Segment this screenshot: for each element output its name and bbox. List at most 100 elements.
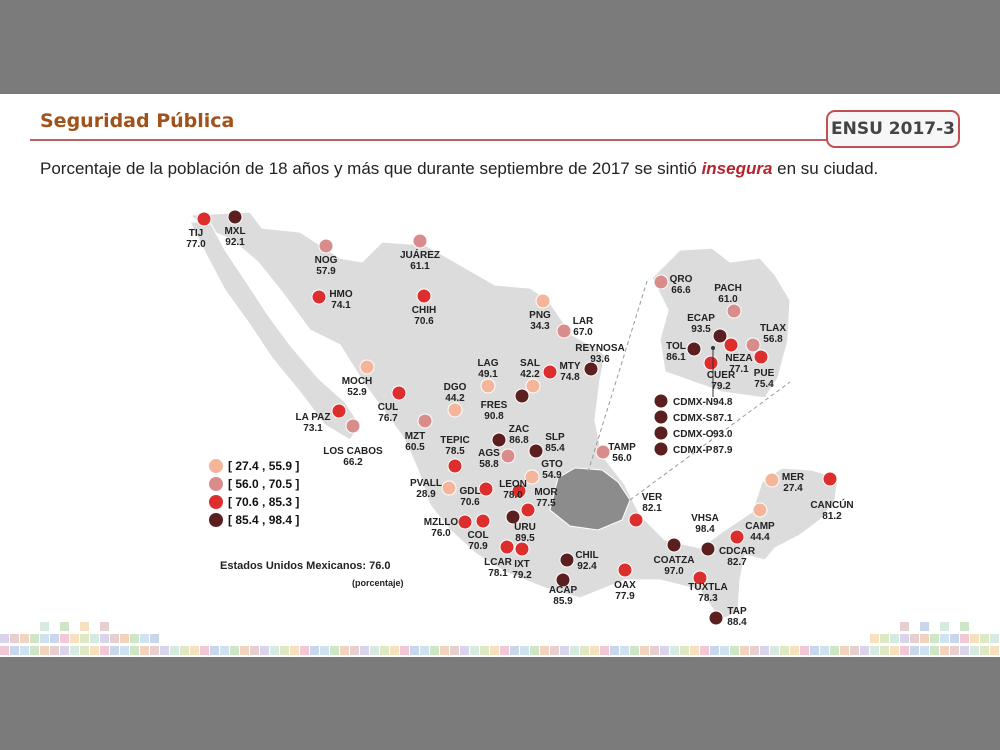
city-value: 79.2 — [512, 570, 532, 581]
footer-tile — [480, 646, 489, 655]
city-value: 81.2 — [822, 511, 842, 522]
city-marker — [475, 513, 491, 529]
city-code: PUE — [754, 368, 775, 379]
footer-tile — [990, 634, 999, 643]
footer-tile — [300, 646, 309, 655]
city-marker — [752, 502, 768, 518]
city-marker — [559, 552, 575, 568]
footer-tile — [380, 646, 389, 655]
cdmx-code: CDMX-S — [673, 413, 713, 424]
city-marker — [745, 337, 761, 353]
city-value: 27.4 — [783, 483, 803, 494]
city-code: GDL — [459, 486, 480, 497]
city-value: 44.2 — [445, 393, 465, 404]
city-code: OAX — [614, 580, 636, 591]
city-code: CHIH — [412, 305, 436, 316]
city-code: CUER — [707, 370, 736, 381]
city-marker — [499, 539, 515, 555]
city-value: 61.1 — [410, 261, 430, 272]
city-code: URU — [514, 522, 536, 533]
footer-tile — [60, 622, 69, 631]
city-code: LAR — [573, 316, 594, 327]
footer-tile — [140, 646, 149, 655]
city-code: SAL — [520, 358, 540, 369]
footer-tile — [190, 646, 199, 655]
city-value: 86.1 — [666, 352, 686, 363]
footer-tile — [720, 646, 729, 655]
footer-tile — [100, 634, 109, 643]
footer-tile — [60, 634, 69, 643]
footer-tile — [370, 646, 379, 655]
footer-tile — [170, 646, 179, 655]
footer-tile — [960, 622, 969, 631]
city-marker — [595, 444, 611, 460]
city-code: COL — [467, 530, 488, 541]
city-value: 70.6 — [414, 316, 434, 327]
city-marker — [441, 480, 457, 496]
legend-swatch — [209, 513, 223, 527]
footer-tile — [840, 646, 849, 655]
city-code: VER — [642, 492, 663, 503]
footer-tile — [330, 646, 339, 655]
city-value: 66.6 — [671, 285, 691, 296]
city-code: ECAP — [687, 313, 715, 324]
cdmx-p-entry: CDMX-P 87.9 — [653, 441, 733, 457]
city-marker — [514, 388, 530, 404]
city-code: ZAC — [509, 424, 530, 435]
footer-tile — [890, 634, 899, 643]
cdmx-n-entry: CDMX-N 94.8 — [653, 393, 733, 409]
city-value: 82.1 — [642, 503, 662, 514]
city-marker — [726, 303, 742, 319]
city-marker — [712, 328, 728, 344]
footer-tile — [320, 646, 329, 655]
city-marker — [729, 529, 745, 545]
city-code: CHIL — [575, 550, 598, 561]
city-marker — [542, 364, 558, 380]
city-value: 74.1 — [331, 300, 351, 311]
footer-tile — [960, 646, 969, 655]
legend-swatch — [209, 495, 223, 509]
footer-tile — [810, 646, 819, 655]
city-marker — [511, 483, 527, 499]
city-marker — [703, 355, 719, 371]
city-marker — [525, 378, 541, 394]
city-value: 57.9 — [316, 266, 336, 277]
city-value: 85.9 — [553, 596, 573, 607]
footer-tile — [640, 646, 649, 655]
mexico-mainland — [188, 211, 839, 621]
footer-tile — [980, 646, 989, 655]
city-value: 82.7 — [727, 557, 747, 568]
city-code: CDCAR — [719, 546, 756, 557]
city-value: 42.2 — [520, 369, 540, 380]
footer-tile — [760, 646, 769, 655]
city-marker — [520, 502, 536, 518]
footer-tile — [660, 646, 669, 655]
city-value: 78.0 — [503, 490, 523, 501]
city-value: 60.5 — [405, 442, 425, 453]
footer-tile — [0, 634, 9, 643]
footer-tile — [750, 646, 759, 655]
city-value: 70.6 — [460, 497, 480, 508]
city-code: LCAR — [484, 557, 513, 568]
city-code: TOL — [666, 341, 686, 352]
inset-connector-right — [629, 381, 791, 501]
city-code: TIJ — [189, 228, 203, 239]
cdmx-marker — [653, 393, 669, 409]
cdmx-marker — [653, 409, 669, 425]
city-value: 52.9 — [347, 387, 367, 398]
city-value: 74.8 — [560, 372, 580, 383]
